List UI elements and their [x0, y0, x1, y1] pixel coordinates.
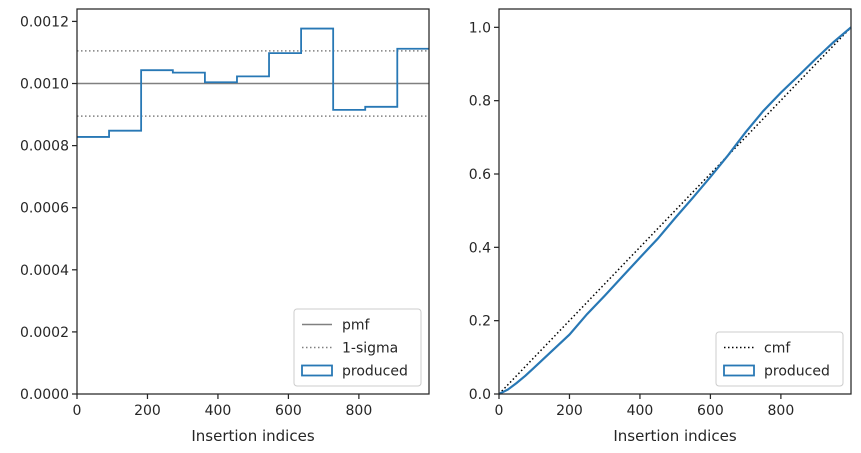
- y-tick-label: 0.0000: [20, 387, 69, 403]
- left-plot: 0 200 400 600 800 0.0000 0.0002 0.0004 0.0006 0.0…: [20, 8, 430, 445]
- produced-line: [498, 26, 852, 395]
- legend-box: [715, 331, 844, 387]
- y-tick-label: 1.0: [469, 20, 491, 36]
- y-tick-label: 0.2: [469, 314, 491, 330]
- x-tick-label: 400: [627, 403, 654, 419]
- x-tick-label: 600: [697, 403, 724, 419]
- x-axis-label: Insertion indices: [191, 427, 314, 445]
- legend-swatch: [723, 364, 755, 377]
- y-tick-label: 0.6: [469, 167, 491, 183]
- y-tick-label: 0.0004: [20, 263, 69, 279]
- legend-label: pmf: [342, 318, 371, 334]
- plot-area: [498, 26, 852, 395]
- x-tick-label: 600: [275, 403, 302, 419]
- axes-frame: [498, 8, 852, 395]
- plot-area: [77, 27, 429, 138]
- x-tick-label: 0: [495, 403, 504, 419]
- y-tick-label: 0.0006: [20, 201, 69, 217]
- y-tick-label: 0.0008: [20, 139, 69, 155]
- legend-swatch: [301, 364, 333, 377]
- y-tick-label: 0.0012: [20, 14, 69, 30]
- legend: pmf 1-sigma produced: [293, 308, 422, 387]
- cmf-line: [498, 26, 852, 395]
- x-tick-label: 200: [556, 403, 583, 419]
- produced-step-series: [77, 27, 429, 138]
- y-tick-label: 0.4: [469, 240, 491, 256]
- legend-label: cmf: [764, 341, 791, 357]
- axes-frame: [76, 8, 430, 395]
- x-tick-label: 400: [205, 403, 232, 419]
- y-tick-label: 0.0: [469, 387, 491, 403]
- x-axis-label: Insertion indices: [613, 427, 736, 445]
- x-tick-label: 0: [73, 403, 82, 419]
- y-tick-label: 0.8: [469, 94, 491, 110]
- y-tick-label: 0.0010: [20, 77, 69, 93]
- legend-box: [293, 308, 422, 387]
- y-tick-label: 0.0002: [20, 325, 69, 341]
- legend-label: produced: [764, 364, 830, 380]
- legend-label: 1-sigma: [342, 341, 398, 357]
- x-tick-label: 800: [768, 403, 795, 419]
- x-tick-label: 800: [346, 403, 373, 419]
- x-tick-label: 200: [134, 403, 161, 419]
- legend: cmf produced: [715, 331, 844, 387]
- legend-label: produced: [342, 364, 408, 380]
- right-plot: 0 200 400 600 800 0.0 0.2 0.4 0.6 0.8 1.0 Insertion…: [469, 8, 852, 445]
